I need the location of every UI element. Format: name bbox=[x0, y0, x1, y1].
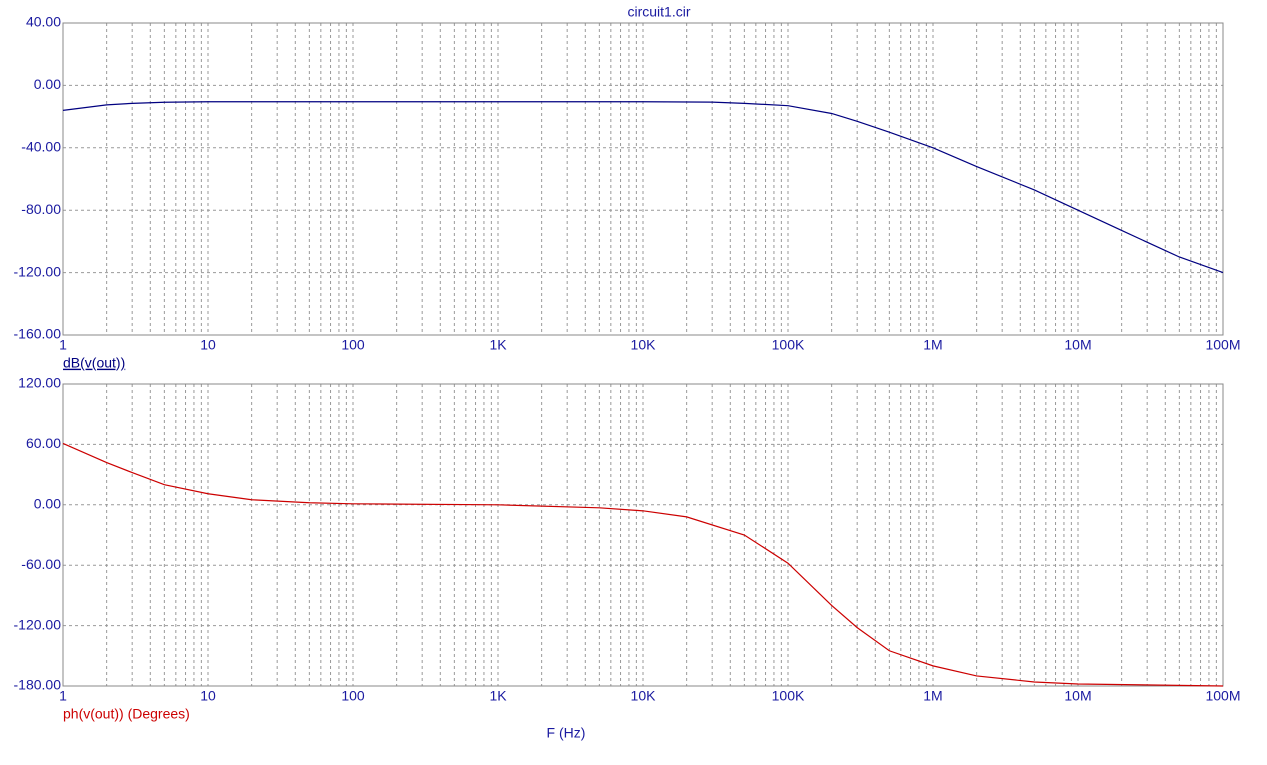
y-tick-label: -160.00 bbox=[14, 326, 62, 342]
x-tick-label: 10M bbox=[1064, 688, 1091, 704]
y-tick-label: -80.00 bbox=[21, 201, 61, 217]
y-tick-label: -120.00 bbox=[14, 616, 62, 632]
x-tick-label: 10K bbox=[631, 337, 657, 353]
x-tick-label: 100M bbox=[1205, 688, 1240, 704]
x-tick-label: 100 bbox=[341, 337, 365, 353]
y-tick-label: 120.00 bbox=[18, 375, 61, 391]
x-tick-label: 100M bbox=[1205, 337, 1240, 353]
y-tick-label: 0.00 bbox=[34, 496, 61, 512]
x-tick-label: 1 bbox=[59, 688, 67, 704]
x-tick-label: 10M bbox=[1064, 337, 1091, 353]
y-tick-label: -180.00 bbox=[14, 677, 62, 693]
x-tick-label: 10K bbox=[631, 688, 657, 704]
x-tick-label: 1M bbox=[923, 337, 942, 353]
plot-frame bbox=[62, 22, 1224, 336]
chart-title: circuit1.cir bbox=[627, 4, 690, 20]
x-tick-label: 1 bbox=[59, 337, 67, 353]
x-tick-label: 100K bbox=[772, 337, 805, 353]
x-tick-label: 100 bbox=[341, 688, 365, 704]
x-tick-label: 1K bbox=[489, 337, 507, 353]
x-tick-label: 100K bbox=[772, 688, 805, 704]
y-tick-label: 0.00 bbox=[34, 76, 61, 92]
plot-frame bbox=[62, 383, 1224, 687]
y-tick-label: -120.00 bbox=[14, 263, 62, 279]
y-tick-label: 40.00 bbox=[26, 14, 61, 30]
series-label: ph(v(out)) (Degrees) bbox=[63, 706, 190, 722]
x-tick-label: 10 bbox=[200, 337, 216, 353]
y-tick-label: 60.00 bbox=[26, 435, 61, 451]
data-line bbox=[62, 101, 1224, 274]
x-tick-label: 1K bbox=[489, 688, 507, 704]
y-tick-label: -40.00 bbox=[21, 139, 61, 155]
x-tick-label: 1M bbox=[923, 688, 942, 704]
series-label: dB(v(out)) bbox=[63, 355, 125, 371]
x-axis-label: F (Hz) bbox=[547, 725, 586, 741]
x-tick-label: 10 bbox=[200, 688, 216, 704]
data-line bbox=[62, 442, 1224, 687]
y-tick-label: -60.00 bbox=[21, 556, 61, 572]
